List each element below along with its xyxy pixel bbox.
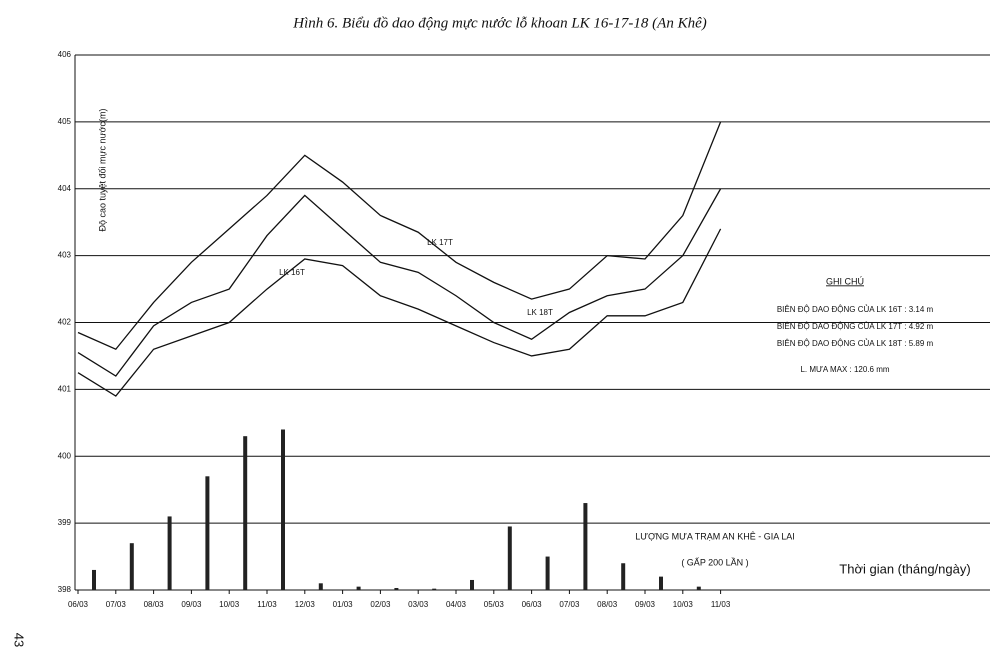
rain-bar: [696, 586, 701, 590]
rain-bar: [318, 583, 323, 590]
rain-note: ( GẤP 200 LẦN ): [681, 557, 748, 567]
x-tick-label: 07/03: [559, 600, 580, 609]
y-tick-label: 401: [58, 384, 72, 393]
rain-bar: [205, 476, 210, 590]
rain-bar: [432, 588, 437, 590]
rain-bar: [545, 556, 550, 590]
x-tick-label: 10/03: [219, 600, 240, 609]
x-tick-label: 01/03: [333, 600, 354, 609]
x-tick-label: 05/03: [484, 600, 505, 609]
x-tick-label: 09/03: [181, 600, 202, 609]
x-tick-label: 09/03: [635, 600, 656, 609]
series-line: [77, 188, 722, 377]
x-tick-label: 10/03: [673, 600, 694, 609]
rain-bar: [167, 516, 172, 590]
rain-label: LƯỢNG MƯA TRẠM AN KHÊ - GIA LAI: [635, 531, 794, 541]
chart-title: Hình 6. Biểu đồ dao động mực nước lỗ kho…: [292, 15, 706, 31]
x-tick-label: 03/03: [408, 600, 429, 609]
y-tick-label: 406: [58, 50, 72, 59]
rain-bar: [583, 503, 588, 590]
y-tick-label: 400: [58, 451, 72, 460]
series-label: LK 18T: [527, 308, 553, 317]
note: BIÊN ĐỘ DAO ĐỘNG CỦA LK 18T : 5.89 m: [777, 339, 934, 348]
x-tick-label: 04/03: [446, 600, 467, 609]
note: L. MƯA MAX : 120.6 mm: [800, 365, 889, 374]
x-axis-label: Thời gian (tháng/ngày): [839, 561, 970, 576]
rain-bar: [92, 569, 96, 590]
rain-bar: [507, 526, 512, 590]
y-tick-label: 398: [58, 585, 72, 594]
x-tick-label: 06/03: [522, 600, 543, 609]
note: BIÊN ĐỘ DAO ĐỘNG CỦA LK 17T : 4.92 m: [777, 322, 934, 331]
y-tick-label: 405: [58, 117, 72, 126]
series-line: [77, 228, 722, 397]
x-tick-label: 11/03: [257, 600, 277, 609]
note: BIÊN ĐỘ DAO ĐỘNG CỦA LK 16T : 3.14 m: [777, 305, 934, 314]
y-tick-label: 402: [58, 318, 72, 327]
x-tick-label: 02/03: [370, 600, 391, 609]
rain-bar: [470, 579, 474, 590]
x-tick-label: 08/03: [597, 600, 618, 609]
rain-bar: [281, 429, 285, 590]
rain-bar: [394, 587, 399, 590]
x-tick-label: 06/03: [68, 600, 89, 609]
x-tick-label: 07/03: [106, 600, 127, 609]
rain-bar: [659, 576, 663, 590]
rain-bar: [243, 436, 248, 590]
y-axis-label: Độ cao tuyệt đối mực nước(m): [97, 109, 107, 232]
y-tick-label: 403: [58, 251, 72, 260]
series-line: [77, 121, 722, 351]
y-tick-label: 399: [58, 518, 72, 527]
x-tick-label: 08/03: [144, 600, 165, 609]
rain-bar: [621, 563, 626, 590]
notes-title: GHI CHÚ: [826, 276, 864, 286]
series-label: LK 16T: [279, 268, 305, 277]
x-tick-label: 12/03: [295, 600, 316, 609]
y-tick-label: 404: [58, 184, 72, 193]
rain-bar: [129, 543, 134, 590]
x-tick-label: 11/03: [711, 600, 731, 609]
rain-bar: [356, 586, 361, 590]
page-number: 43: [12, 633, 27, 647]
series-label: LK 17T: [427, 238, 453, 247]
